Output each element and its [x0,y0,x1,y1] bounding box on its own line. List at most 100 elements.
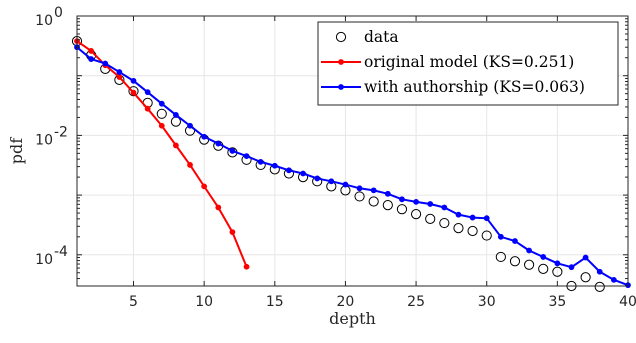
x-tick-label: 30 [478,294,496,310]
x-tick-label: 40 [619,294,636,310]
legend-box [317,21,619,106]
data-point [243,263,250,270]
data-point [368,196,379,207]
data-point [610,276,617,283]
data-point [410,209,422,220]
x-tick-label: 25 [407,294,425,310]
data-point [187,162,193,168]
data-point [314,175,321,182]
data-point [467,225,478,237]
data-point [158,122,165,129]
data-point [455,211,462,218]
data-point [128,86,139,97]
y-tick-exponent: -2 [54,124,68,140]
data-point [116,74,123,80]
y-axis-label: pdf [7,137,26,164]
x-tick-label: 20 [337,294,355,310]
data-point [495,251,506,263]
data-point [215,204,222,211]
series-1 [74,38,250,270]
data-point [173,112,179,118]
data-point [88,56,95,62]
data-point [509,256,521,267]
data-point [271,162,278,169]
data-point [441,204,448,211]
series-line [76,40,248,268]
series-2 [74,44,631,289]
y-tick-base: 10 [35,13,53,29]
x-axis-label: depth [329,309,376,328]
data-point [413,198,419,205]
legend: data original model (KS=0.251) with author… [317,21,619,106]
data-point [425,213,436,224]
data-point [300,170,306,177]
y-tick-label: 10 0 [35,5,63,29]
legend-marker [338,59,344,65]
data-point [342,181,349,188]
data-point [370,187,377,194]
data-point [384,190,391,197]
x-tick-label: 10 [195,294,213,310]
y-tick-base: 10 [35,252,53,268]
y-tick-exponent: 0 [54,5,63,21]
data-point [552,266,563,277]
data-point [526,247,532,254]
legend-label: original model (KS=0.251) [364,53,574,71]
data-point [540,254,547,260]
data-point [568,264,575,271]
data-point [512,238,518,244]
legend-label: with authorship (KS=0.063) [364,78,585,96]
data-point [229,147,236,154]
data-point [396,204,408,215]
data-point [201,133,208,140]
data-point [554,260,561,267]
data-point [453,222,464,234]
legend-item: original model (KS=0.251) [321,53,574,71]
data-point [130,77,137,84]
data-point [497,233,504,240]
data-point [354,191,365,202]
data-point [187,122,193,129]
data-point [158,100,165,107]
data-point [156,108,167,119]
data-point [215,140,222,147]
data-point [102,60,109,67]
data-point [201,183,208,190]
data-point [173,142,179,149]
y-tick-base: 10 [35,132,53,148]
data-point [580,272,591,283]
data-point [116,69,123,75]
data-point [439,217,450,229]
data-point [144,105,151,112]
data-point [481,230,492,241]
plot-frame [76,15,629,287]
legend-item: with authorship (KS=0.063) [321,78,585,96]
data-point [469,214,476,221]
series-layer [71,35,631,292]
data-point [399,196,405,203]
series-line [76,46,629,287]
data-point [582,254,589,261]
data-point [144,89,151,96]
y-tick-exponent: -4 [54,244,68,260]
x-tick-label: 35 [548,294,566,310]
data-point [594,281,605,292]
data-point [382,199,393,211]
data-point [286,167,292,174]
x-tick-label: 15 [266,294,284,310]
x-tick-label: 5 [129,294,138,310]
data-point [229,229,236,235]
data-point [257,158,264,165]
data-point [356,185,363,192]
data-point [243,153,250,159]
axes [76,15,629,287]
legend-label: data [364,28,399,46]
y-tick-label: 10-4 [35,244,68,268]
legend-marker [335,31,347,43]
data-point [328,178,335,185]
legend-item: data [335,28,399,46]
data-point [538,263,549,275]
data-point [483,215,490,222]
data-point [427,201,434,207]
